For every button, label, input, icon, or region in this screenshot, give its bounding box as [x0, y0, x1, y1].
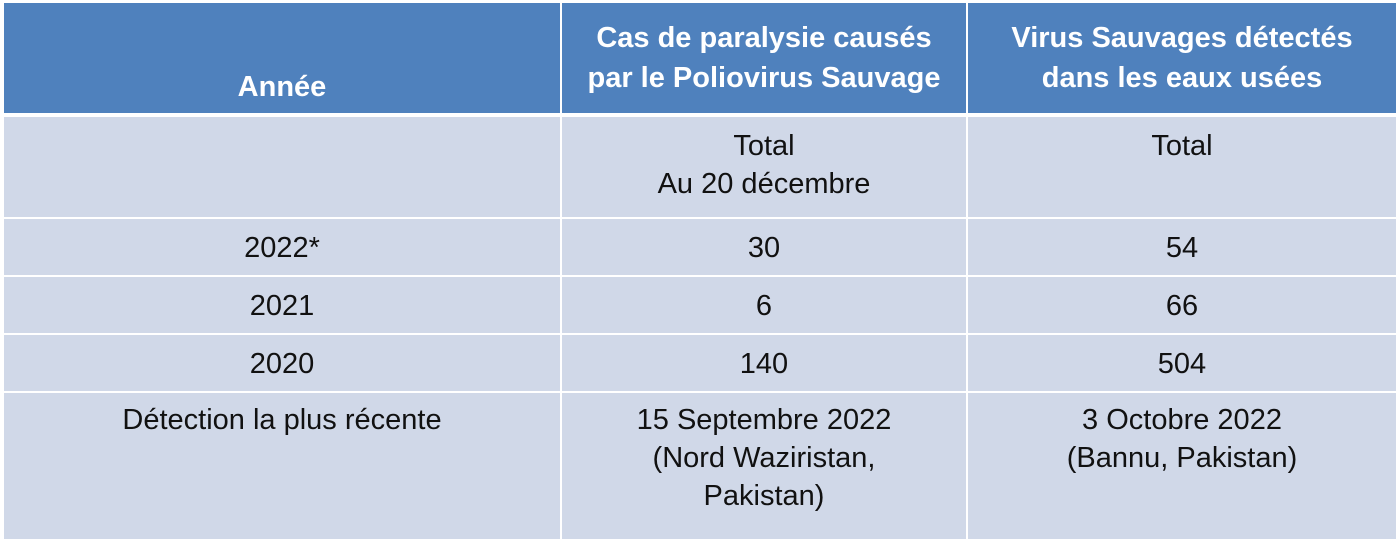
table-row-most-recent: Détection la plus récente 15 Septembre 2… — [4, 392, 1396, 539]
subheader-row: Total Au 20 décembre Total — [4, 115, 1396, 219]
virus-cell: 54 — [967, 218, 1396, 277]
header-year: Année — [4, 3, 562, 117]
year-cell: 2021 — [4, 276, 562, 335]
recent-cases-cell: 15 Septembre 2022 (Nord Waziristan, Paki… — [561, 392, 968, 539]
header-year-label: Année — [237, 71, 327, 103]
subheader-cases-date: Au 20 décembre — [657, 168, 871, 200]
recent-virus-cell: 3 Octobre 2022 (Bannu, Pakistan) — [967, 392, 1396, 539]
recent-label-cell: Détection la plus récente — [4, 392, 562, 539]
virus-cell: 504 — [967, 334, 1396, 393]
polio-table-container: Année Cas de paralysie causés par le Pol… — [4, 3, 1396, 539]
cases-cell: 140 — [561, 334, 968, 393]
recent-label: Détection la plus récente — [122, 404, 442, 436]
table-row-2021: 2021 6 66 — [4, 276, 1396, 335]
header-virus-line-2: dans les eaux usées — [1041, 62, 1323, 94]
table-row-2022: 2022* 30 54 — [4, 218, 1396, 277]
cases-cell: 30 — [561, 218, 968, 277]
table-header: Année Cas de paralysie causés par le Pol… — [4, 3, 1396, 117]
recent-virus-location: (Bannu, Pakistan) — [1066, 442, 1298, 474]
recent-virus-date: 3 Octobre 2022 — [1082, 404, 1282, 436]
year-cell: 2022* — [4, 218, 562, 277]
subheader-virus-total: Total — [1151, 130, 1213, 162]
subheader-year-cell — [4, 115, 562, 219]
cases-cell: 6 — [561, 276, 968, 335]
table-body: Total Au 20 décembre Total 2022* 30 54 2… — [4, 115, 1396, 539]
subheader-cases-total: Total — [733, 130, 795, 162]
recent-cases-location: (Nord Waziristan, — [652, 442, 876, 474]
recent-cases-country: Pakistan) — [703, 480, 825, 512]
recent-cases-date: 15 Septembre 2022 — [636, 404, 892, 436]
year-cell: 2020 — [4, 334, 562, 393]
header-wastewater-virus: Virus Sauvages détectés dans les eaux us… — [967, 3, 1396, 117]
header-virus-line-1: Virus Sauvages détectés — [1011, 22, 1353, 54]
header-paralysis-cases: Cas de paralysie causés par le Polioviru… — [561, 3, 968, 117]
header-row: Année Cas de paralysie causés par le Pol… — [4, 3, 1396, 117]
table-row-2020: 2020 140 504 — [4, 334, 1396, 393]
virus-cell: 66 — [967, 276, 1396, 335]
polio-cases-table: Année Cas de paralysie causés par le Pol… — [4, 3, 1396, 539]
subheader-virus-cell: Total — [967, 115, 1396, 219]
subheader-cases-cell: Total Au 20 décembre — [561, 115, 968, 219]
header-cases-line-1: Cas de paralysie causés — [596, 22, 932, 54]
header-cases-line-2: par le Poliovirus Sauvage — [587, 62, 941, 94]
